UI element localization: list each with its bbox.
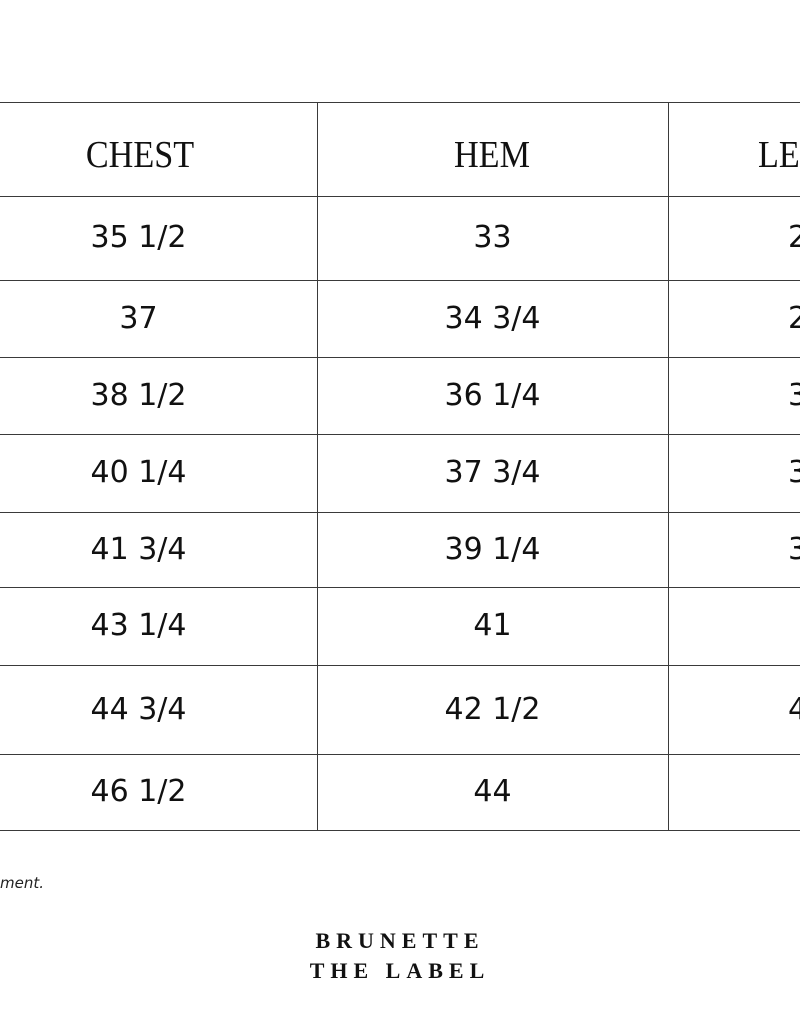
cell-length-partial: 3 [788,531,800,567]
cell-hem: 41 [473,608,512,643]
table-row-divider [0,196,800,197]
cell-hem: 39 1/4 [444,531,541,567]
cell-hem: 44 [473,774,512,809]
cell-length-partial: 3 [788,455,800,490]
cell-hem: 34 3/4 [444,300,541,336]
brand-logo-line2: THE LABEL [309,958,491,983]
cell-chest: 41 3/4 [90,531,187,567]
cell-chest: 38 1/2 [90,377,187,413]
table-column-divider [317,102,318,831]
cell-length-partial: 2 [788,220,800,255]
cell-chest: 44 3/4 [90,691,187,727]
cell-length-partial: 2 [788,300,800,336]
cell-hem: 42 1/2 [444,691,541,727]
cell-length-partial: 4 [788,691,800,727]
cell-chest: 35 1/2 [90,220,187,255]
header-hem: HEM [453,134,530,176]
footnote: ment. [0,874,44,892]
cell-hem: 36 1/4 [444,377,541,413]
cell-chest: 46 1/2 [90,774,187,809]
table-row-divider [0,512,800,513]
table-row-divider [0,357,800,358]
table-row-divider [0,830,800,831]
cell-hem: 33 [473,220,512,255]
cell-chest: 43 1/4 [90,608,187,643]
table-column-divider [668,102,669,831]
table-row-divider [0,434,800,435]
table-row-divider [0,280,800,281]
header-length-partial: LE [758,134,800,176]
header-chest: CHEST [85,134,195,176]
cell-chest: 40 1/4 [90,455,187,490]
table-row-divider [0,102,800,103]
table-row-divider [0,665,800,666]
cell-chest: 37 [119,300,158,336]
cell-hem: 37 3/4 [444,455,541,490]
table-row-divider [0,754,800,755]
cell-length-partial: 3 [788,377,800,413]
brand-logo-line1: BRUNETTE [315,928,485,953]
table-row-divider [0,587,800,588]
